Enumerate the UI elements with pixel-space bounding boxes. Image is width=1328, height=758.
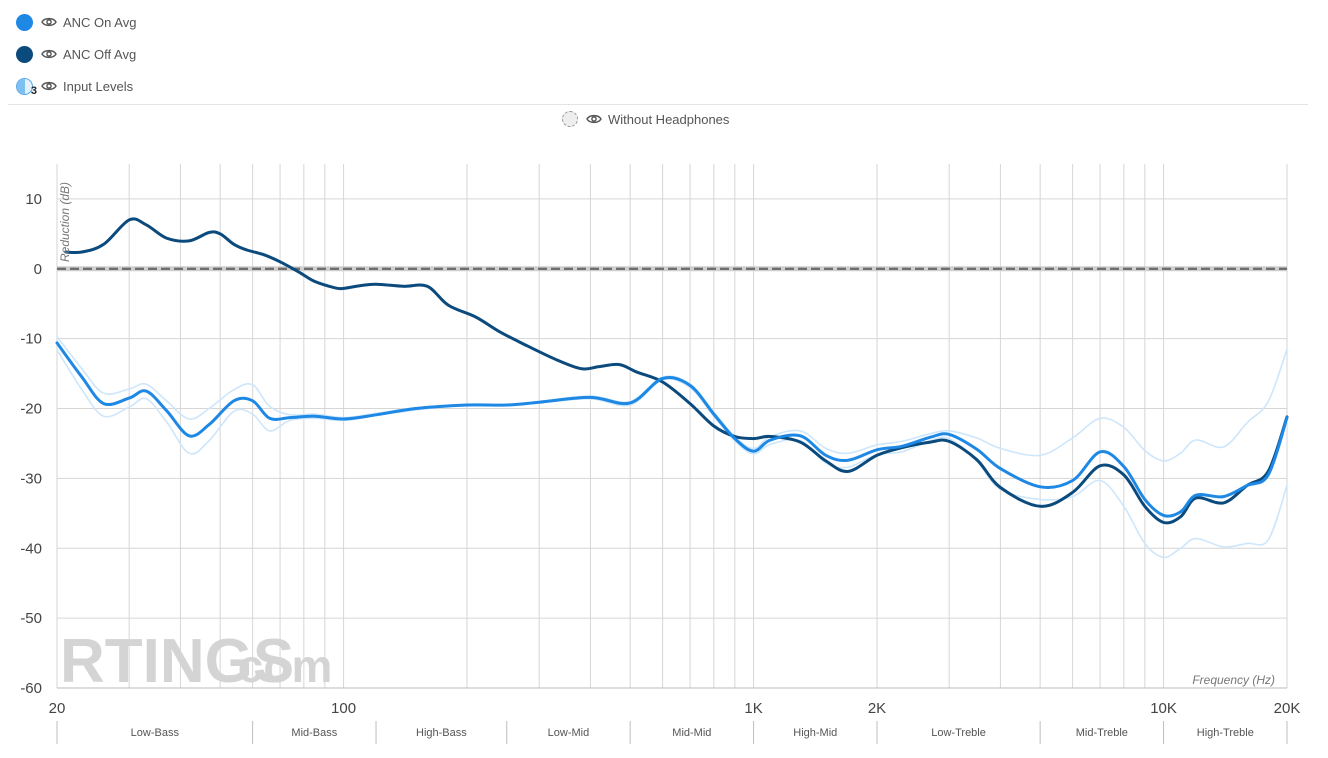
series-input-levels-lower <box>56 349 1288 559</box>
x-axis-title: Frequency (Hz) <box>1192 673 1275 687</box>
eye-icon[interactable] <box>41 48 57 60</box>
band-label: Low-Bass <box>131 727 180 739</box>
legend-item-anc-off[interactable]: ANC Off Avg <box>16 38 136 70</box>
legend-item-anc-on[interactable]: ANC On Avg <box>16 6 136 38</box>
anc-on-swatch <box>16 13 33 31</box>
y-tick-label: 10 <box>25 191 42 208</box>
x-tick-label: 2K <box>868 700 886 717</box>
y-tick-label: -60 <box>20 680 42 697</box>
y-tick-label: 0 <box>34 261 42 278</box>
input-levels-count: 3 <box>30 84 37 97</box>
y-tick-label: -40 <box>20 540 42 557</box>
legend-label-without-headphones: Without Headphones <box>608 111 730 127</box>
legend-item-without-headphones[interactable]: Without Headphones <box>562 111 729 127</box>
band-label: Mid-Mid <box>672 727 711 739</box>
y-axis-title: Reduction (dB) <box>58 182 72 262</box>
watermark-suffix: .com <box>225 640 332 692</box>
y-tick-label: -10 <box>20 331 42 348</box>
eye-icon[interactable] <box>586 113 602 125</box>
band-label: Mid-Treble <box>1076 727 1128 739</box>
eye-icon[interactable] <box>41 16 57 28</box>
band-label: High-Mid <box>793 727 837 739</box>
input-levels-swatch: 3 <box>16 77 37 97</box>
x-tick-label: 100 <box>331 700 356 717</box>
band-label: Mid-Bass <box>291 727 337 739</box>
legend-label-anc-off: ANC Off Avg <box>63 46 137 62</box>
y-tick-label: -50 <box>20 610 42 627</box>
chart-legend: ANC On Avg ANC Off Avg 3 Input Levels <box>16 6 136 102</box>
band-label: High-Treble <box>1197 727 1254 739</box>
series-anc-on-avg <box>55 341 1289 518</box>
anc-off-swatch <box>16 45 33 63</box>
y-tick-label: -20 <box>20 401 42 418</box>
eye-icon[interactable] <box>41 80 57 92</box>
legend-item-input-levels[interactable]: 3 Input Levels <box>16 70 136 102</box>
watermark-brand: RTINGS <box>60 627 294 696</box>
band-label: Low-Treble <box>931 727 986 739</box>
x-tick-label: 20 <box>49 700 66 717</box>
reference-swatch <box>562 111 578 127</box>
band-label: High-Bass <box>416 727 467 739</box>
series-anc-off-avg <box>64 217 1289 525</box>
legend-label-input-levels: Input Levels <box>63 78 134 94</box>
band-label: Low-Mid <box>548 727 590 739</box>
legend-label-anc-on: ANC On Avg <box>63 14 137 30</box>
y-tick-label: -30 <box>20 470 42 487</box>
x-tick-label: 20K <box>1274 700 1301 717</box>
x-tick-label: 10K <box>1150 700 1177 717</box>
legend-divider <box>8 104 1308 105</box>
x-tick-label: 1K <box>744 700 762 717</box>
